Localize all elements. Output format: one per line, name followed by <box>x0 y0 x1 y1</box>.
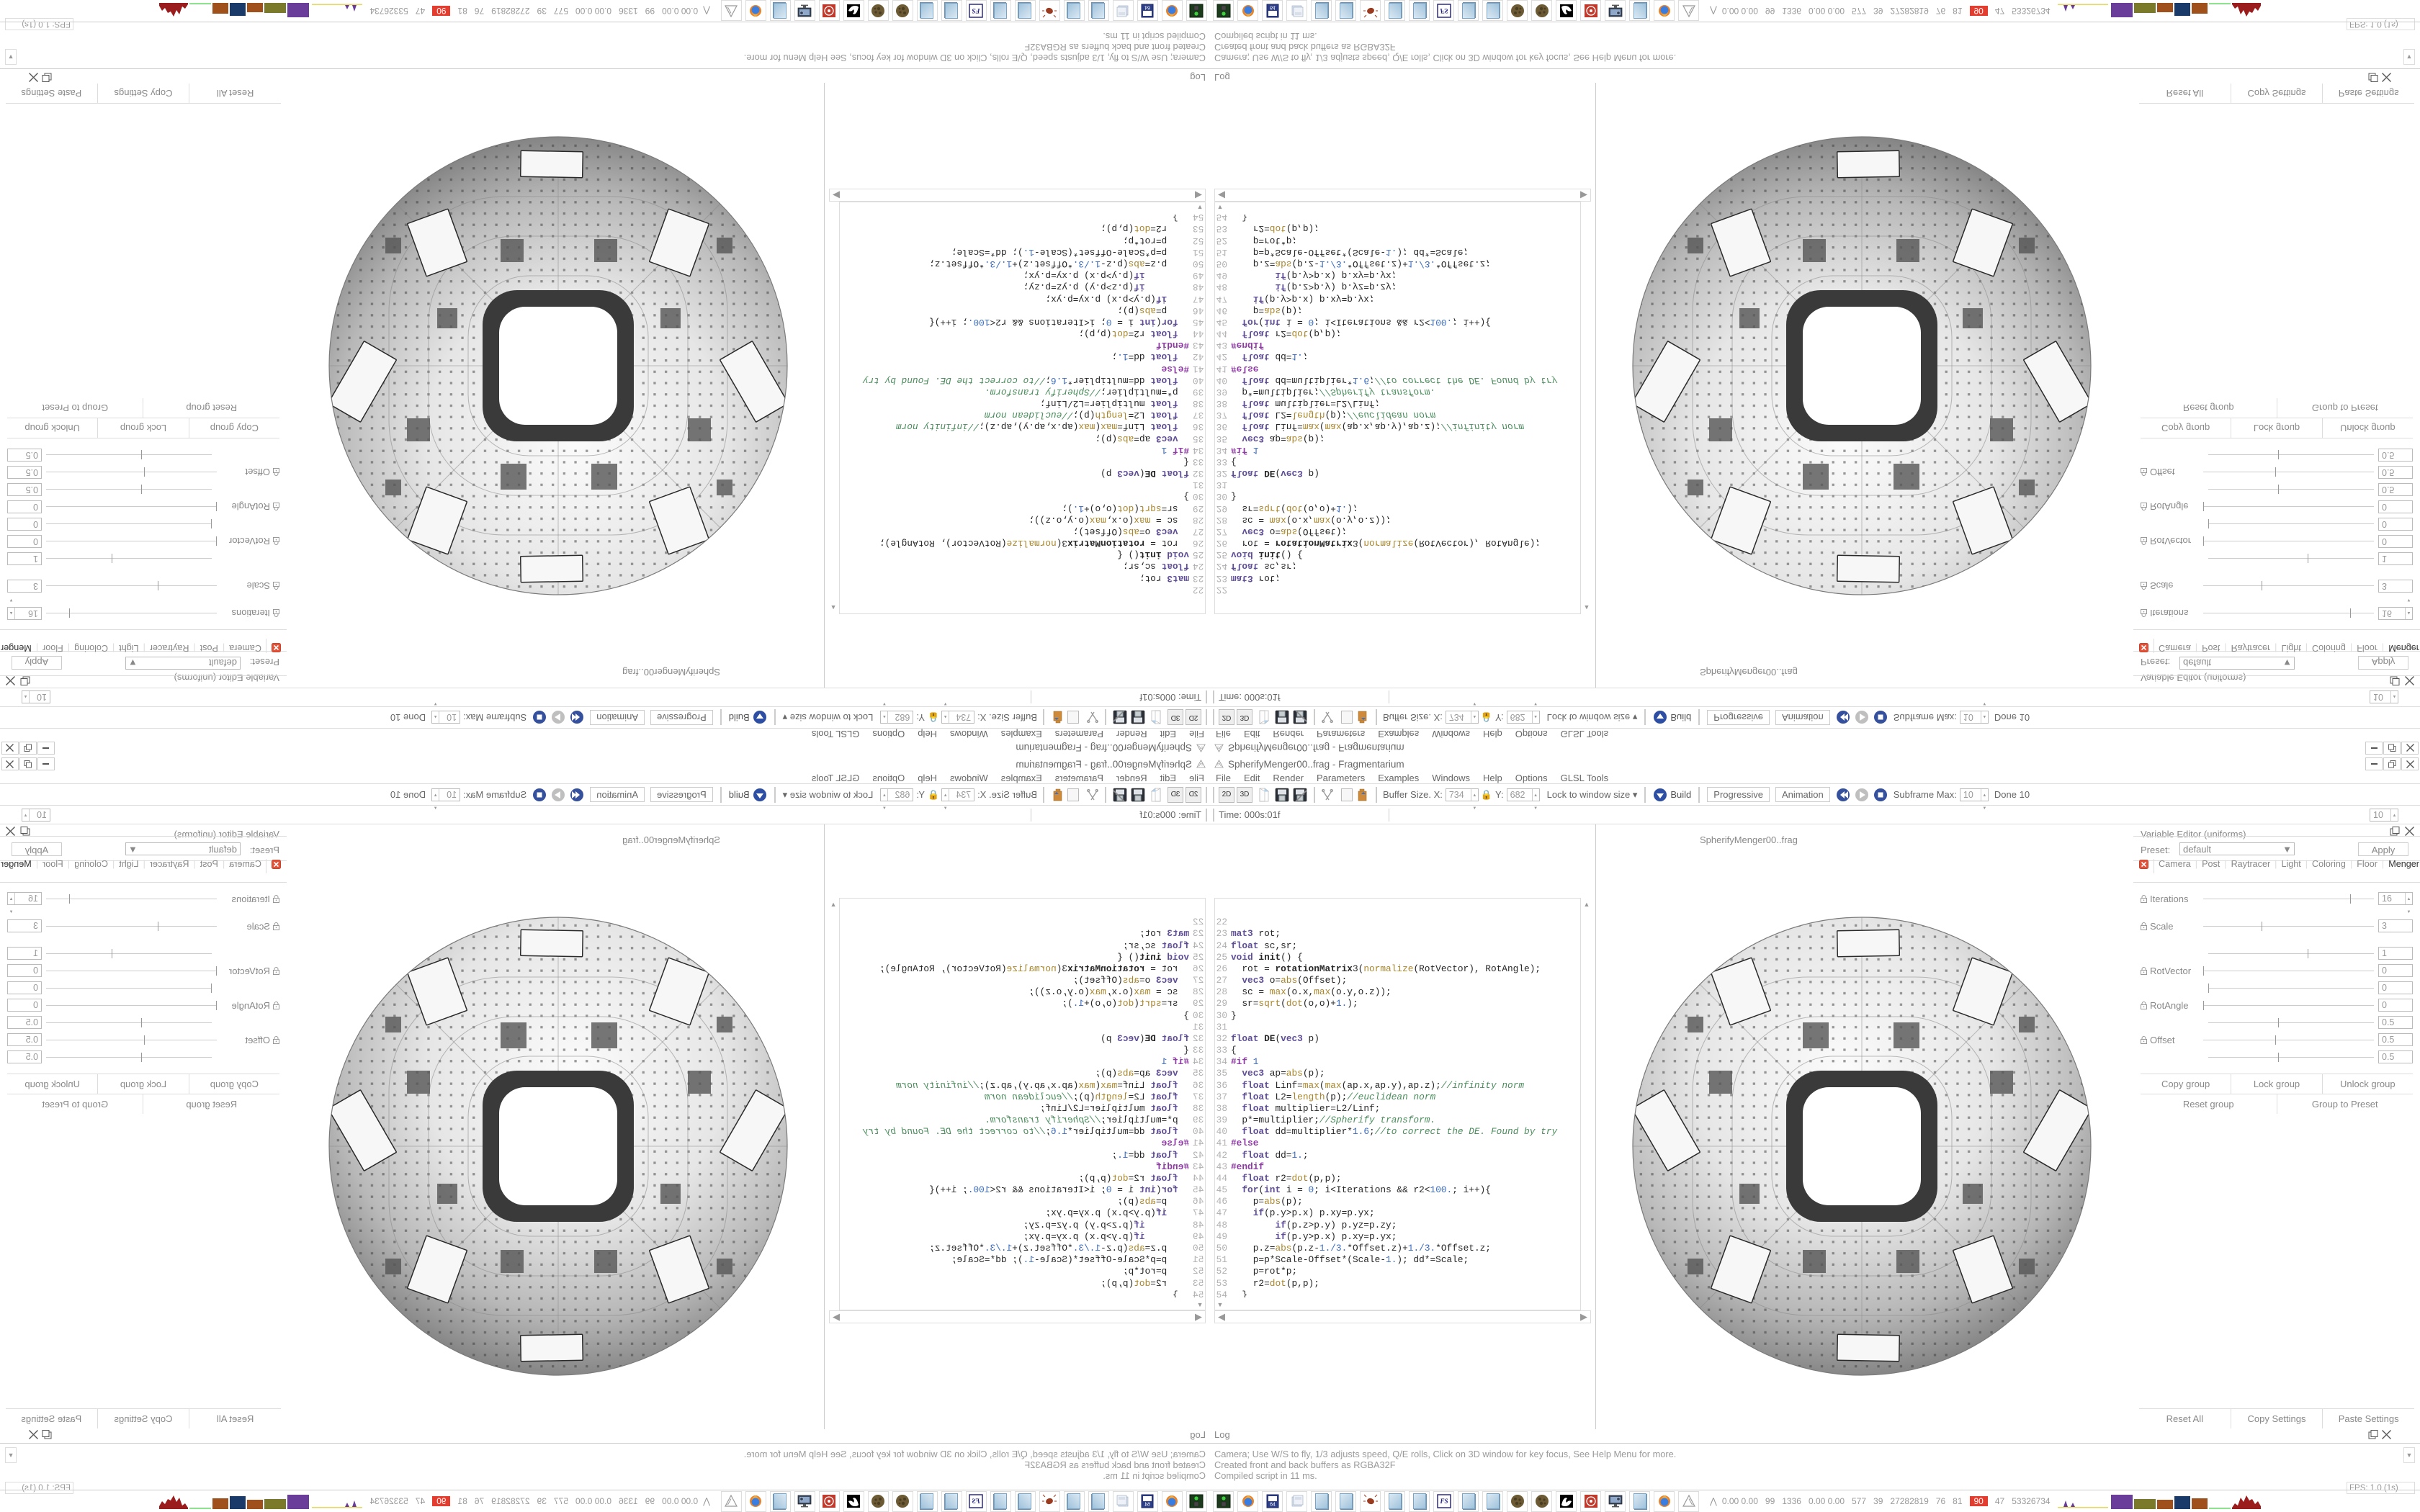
svg-text:64: 64 <box>1270 1503 1276 1508</box>
svg-text:64: 64 <box>1270 5 1276 10</box>
svg-text:FS: FS <box>972 1498 981 1505</box>
svg-text:64: 64 <box>1145 5 1151 10</box>
svg-text:FS: FS <box>1439 7 1448 14</box>
svg-text:64: 64 <box>1145 1503 1151 1508</box>
svg-text:FS: FS <box>1439 1498 1448 1505</box>
svg-text:FS: FS <box>972 7 981 14</box>
